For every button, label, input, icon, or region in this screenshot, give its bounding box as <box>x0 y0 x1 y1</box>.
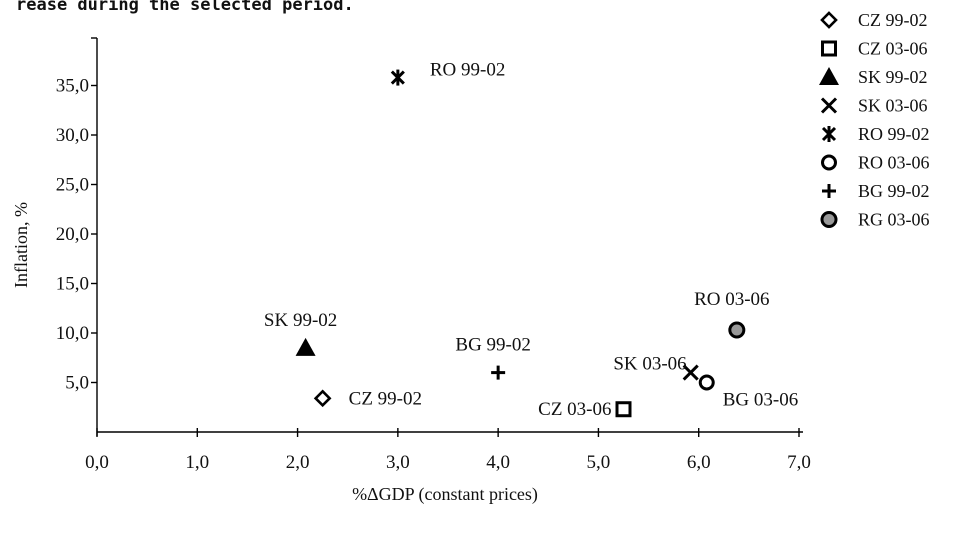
y-tick-label: 25,0 <box>56 175 89 196</box>
data-point <box>313 389 332 408</box>
x-tick-label: 6,0 <box>687 452 711 473</box>
legend-label: RG 03-06 <box>858 210 930 230</box>
data-point-label: SK 99-02 <box>264 310 337 331</box>
legend-marker-shape <box>821 154 837 171</box>
legend-marker <box>820 11 838 29</box>
x-axis-title: %ΔGDP (constant prices) <box>352 484 538 505</box>
x-tick-label: 2,0 <box>286 452 310 473</box>
x-tick-label: 0,0 <box>85 452 109 473</box>
x-tick-label: 1,0 <box>185 452 209 473</box>
data-point-shape <box>313 389 332 408</box>
legend-marker-shape <box>820 97 838 114</box>
legend-marker <box>822 184 836 198</box>
x-tick-label: 5,0 <box>587 452 611 473</box>
x-tick-label: 3,0 <box>386 452 410 473</box>
legend-label: BG 99-02 <box>858 181 930 201</box>
y-tick-label: 30,0 <box>56 125 89 146</box>
legend-label: SK 03-06 <box>858 96 928 116</box>
legend-marker-shape <box>820 11 838 29</box>
legend-marker-shape <box>821 40 837 57</box>
data-point-label: SK 03-06 <box>613 354 686 375</box>
data-point <box>728 321 746 339</box>
legend-label: RO 03-06 <box>858 153 930 173</box>
y-tick-label: 20,0 <box>56 224 89 245</box>
legend-marker <box>821 126 837 142</box>
data-point <box>491 365 506 380</box>
data-point <box>698 374 715 391</box>
legend-label: CZ 03-06 <box>858 39 928 59</box>
legend-label: SK 99-02 <box>858 67 928 87</box>
x-tick-label: 4,0 <box>486 452 510 473</box>
data-point-label: CZ 99-02 <box>349 388 422 409</box>
data-point-label: RO 99-02 <box>430 60 505 81</box>
data-point-shape <box>295 337 316 356</box>
legend-marker <box>819 67 839 85</box>
data-point-label: BG 99-02 <box>455 335 530 356</box>
legend-marker-shape <box>820 211 838 228</box>
x-tick-label: 7,0 <box>787 452 811 473</box>
legend-marker <box>821 40 837 57</box>
data-point-label: BG 03-06 <box>723 390 798 411</box>
y-tick-label: 35,0 <box>56 76 89 97</box>
data-point-label: RO 03-06 <box>694 289 769 310</box>
data-point-shape <box>698 374 715 391</box>
legend-marker-shape <box>819 67 839 85</box>
y-axis-title: Inflation, % <box>11 202 31 288</box>
legend-label: RO 99-02 <box>858 124 930 144</box>
y-tick-label: 10,0 <box>56 323 89 344</box>
legend-marker <box>820 211 838 228</box>
legend-label: CZ 99-02 <box>858 10 928 30</box>
data-point-shape <box>615 401 632 418</box>
y-tick-label: 5,0 <box>65 373 89 394</box>
data-point <box>390 69 405 86</box>
data-point-shape <box>728 321 746 339</box>
data-point <box>682 364 699 381</box>
data-point <box>615 401 632 418</box>
data-point-label: CZ 03-06 <box>538 399 611 420</box>
legend-marker <box>821 154 837 171</box>
data-point-shape <box>682 364 699 381</box>
legend-marker <box>820 97 838 114</box>
data-point <box>295 337 316 356</box>
y-tick-label: 15,0 <box>56 274 89 295</box>
caption-fragment: rease during the selected period. <box>16 0 354 15</box>
